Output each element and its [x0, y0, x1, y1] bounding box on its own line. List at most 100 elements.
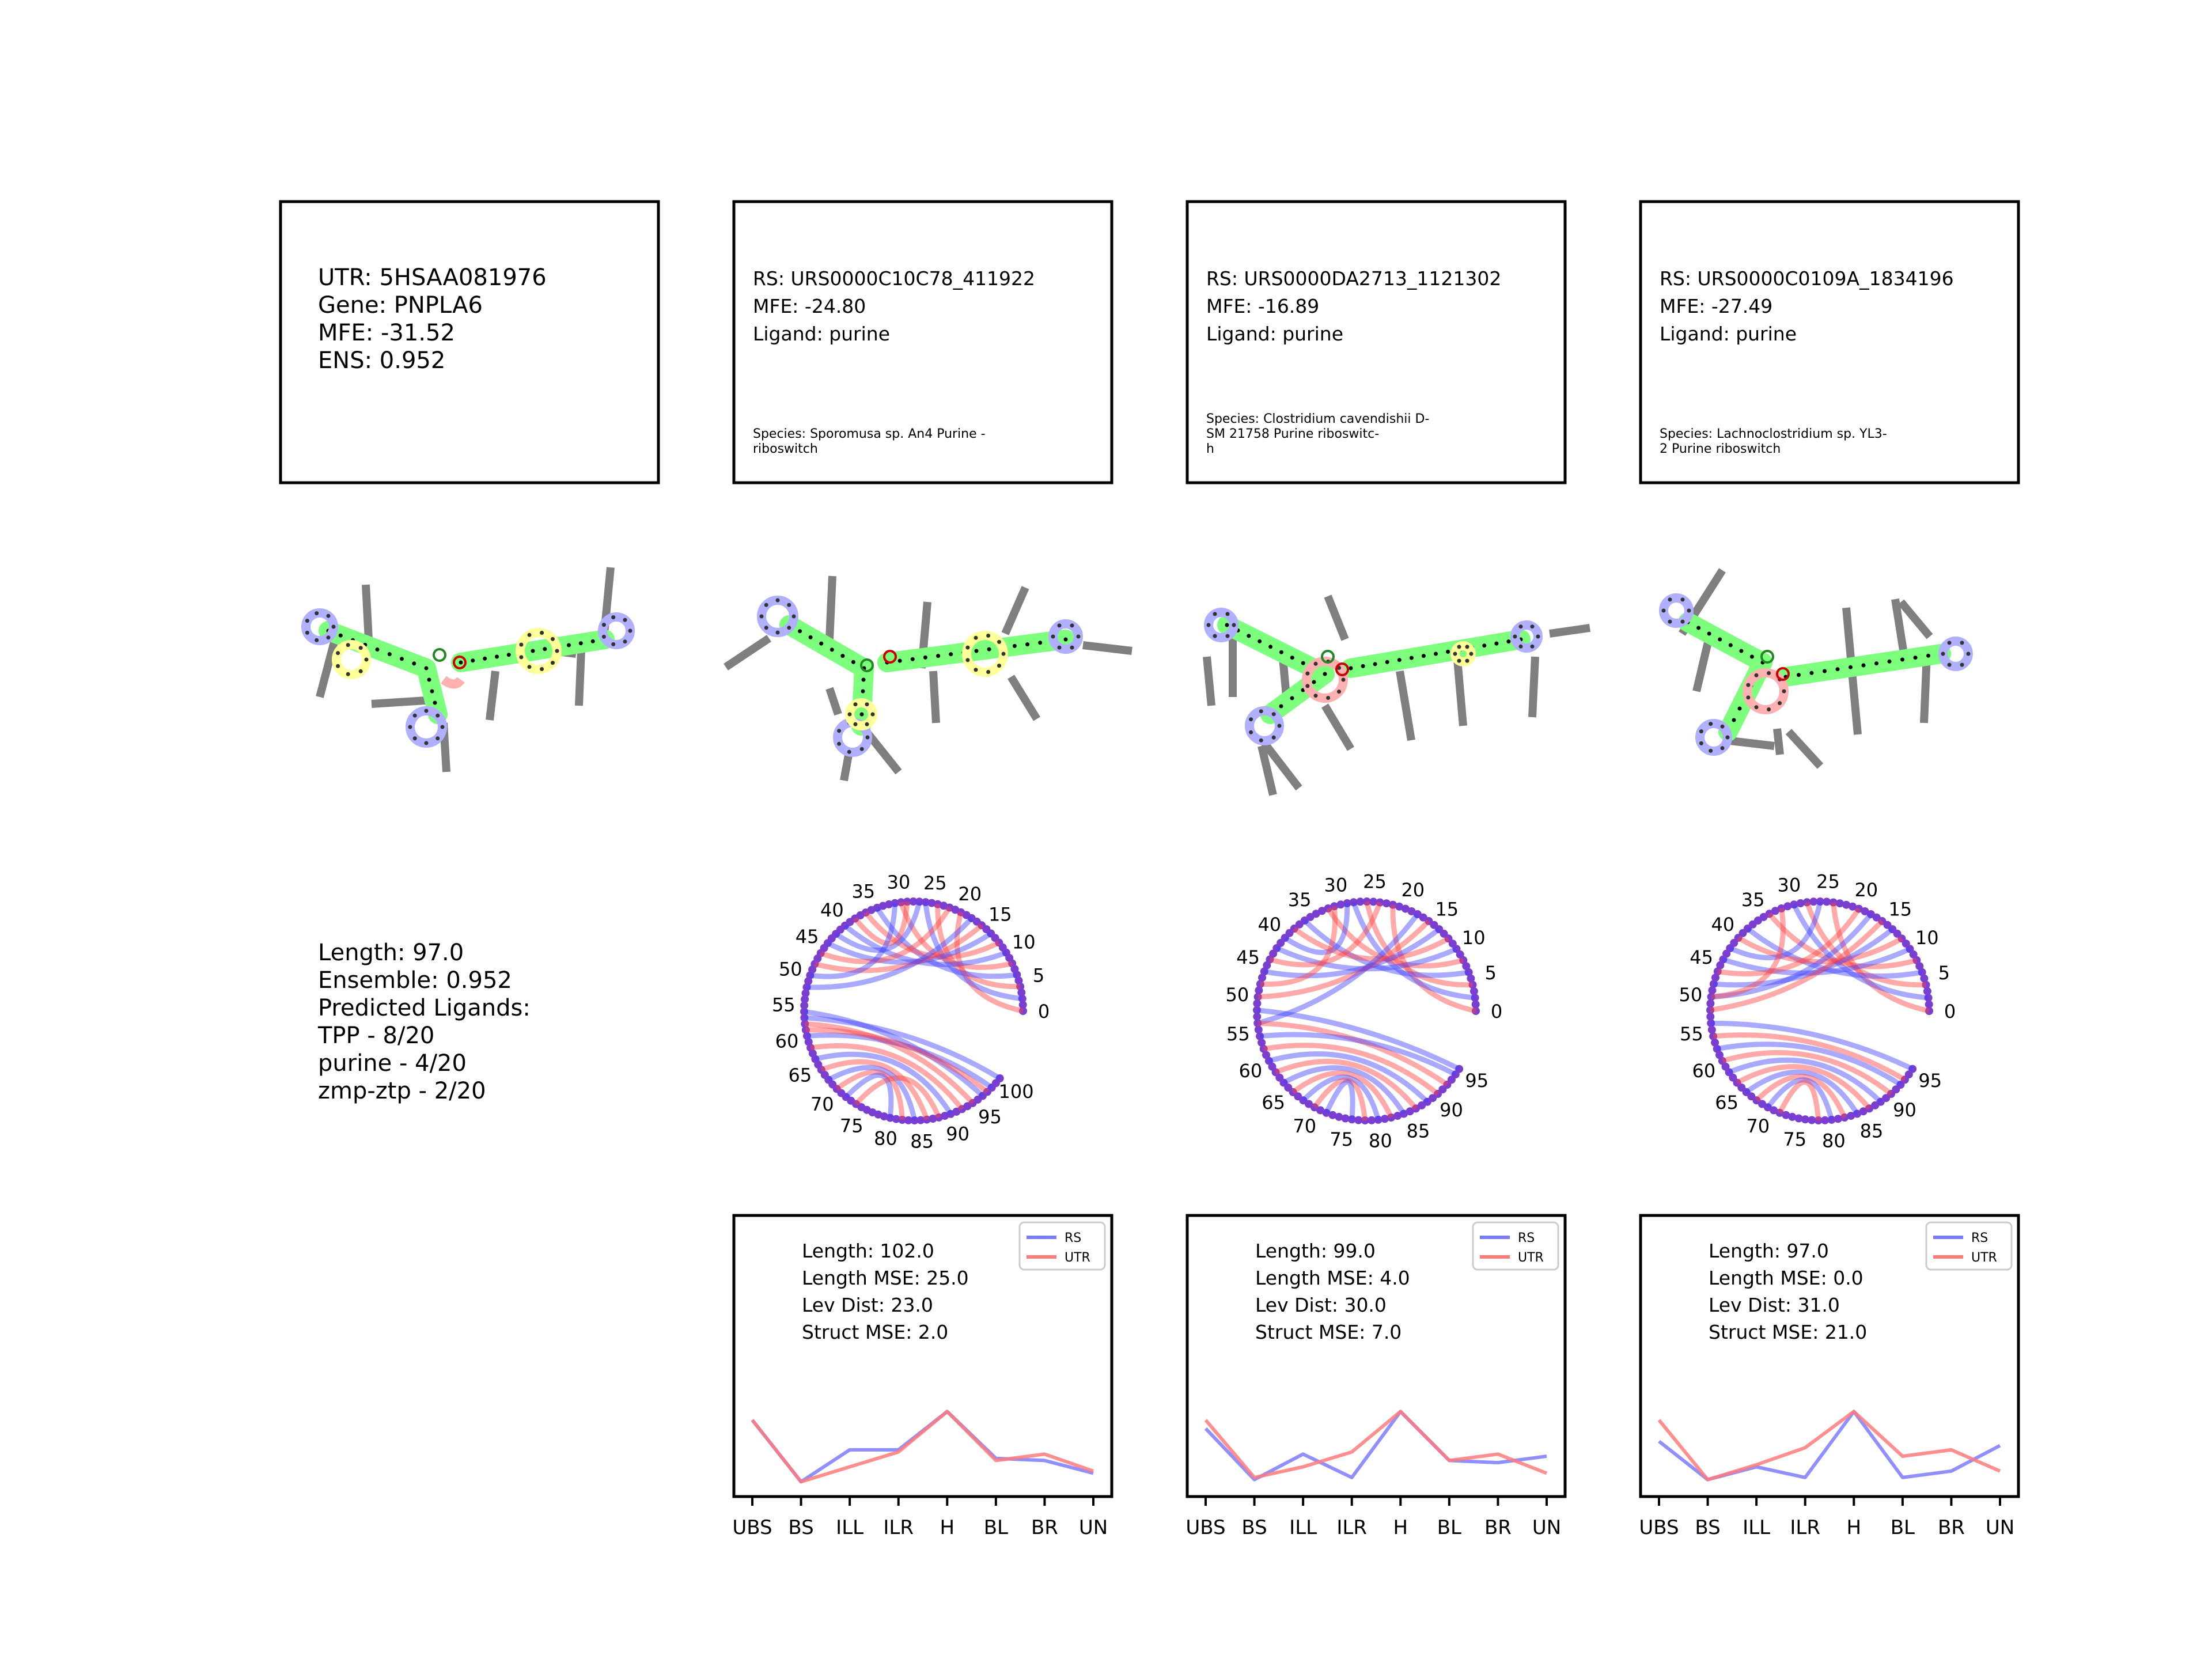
rs-id: RS: URS0000C0109A_1834196: [1660, 267, 1954, 290]
nucleotide: [519, 655, 524, 660]
nucleotide: [1290, 696, 1294, 700]
rs-species-line: SM 21758 Purine riboswitc-: [1206, 427, 1379, 441]
nucleotide: [519, 642, 524, 647]
nucleotide-dot: [1324, 904, 1332, 912]
nucleotide-dot: [898, 1116, 907, 1124]
nucleotide-dot: [1923, 987, 1931, 995]
arc-position-label: 70: [1293, 1115, 1316, 1137]
nucleotide: [326, 613, 331, 618]
nucleotide: [1313, 694, 1318, 698]
nucleotide: [1661, 608, 1666, 613]
rs-ligand: Ligand: purine: [1206, 323, 1343, 345]
nucleotide: [1720, 746, 1725, 751]
nucleotide-dot: [1708, 986, 1717, 995]
nucleotide: [338, 633, 343, 638]
nucleotide-dot: [916, 1116, 925, 1124]
arc-position-label: 55: [772, 994, 796, 1016]
chart-annotation: Length: 97.0: [1709, 1240, 1829, 1262]
nucleotide: [965, 645, 970, 650]
nucleotide: [1960, 641, 1964, 645]
nucleotide-dot: [1809, 897, 1818, 906]
chart-annotation: Struct MSE: 21.0: [1709, 1321, 1867, 1343]
arc-position-label: 50: [1226, 984, 1249, 1006]
nucleotide: [1482, 643, 1487, 648]
nucleotide-dot: [1922, 980, 1930, 989]
reactivity-bar: [724, 635, 771, 671]
nucleotide: [315, 638, 319, 642]
nucleotide-dot: [1407, 907, 1416, 915]
nucleotide: [974, 649, 979, 653]
rs-species-line: Species: Clostridium cavendishii D-: [1206, 412, 1429, 426]
nucleotide: [775, 598, 780, 603]
base-pair-chord: [1324, 1079, 1355, 1120]
arc-position-label: 35: [851, 881, 875, 903]
nucleotide: [837, 729, 842, 733]
series-line-utr: [1204, 1410, 1548, 1479]
nucleotide: [1699, 729, 1703, 734]
nucleotide: [1797, 673, 1801, 677]
nucleotide: [1530, 624, 1535, 629]
nucleotide-dot: [1256, 1032, 1264, 1040]
base-pair-chord: [1713, 1032, 1907, 1082]
nucleotide: [412, 736, 417, 741]
nucleotide: [459, 660, 463, 665]
base-pair-chord: [820, 906, 952, 964]
base-pair-chord: [1711, 908, 1786, 1000]
nucleotide: [865, 735, 870, 740]
nucleotide: [808, 635, 813, 639]
arc-position-label: 90: [1440, 1099, 1463, 1121]
stem-region: [779, 615, 874, 678]
nucleotide: [424, 741, 429, 745]
arc-position-label: 95: [1465, 1070, 1488, 1092]
nucleotide: [1465, 645, 1469, 649]
reactivity-bar: [362, 584, 373, 640]
arc-position-label: 35: [1741, 889, 1765, 911]
nucleotide-dot: [1389, 900, 1397, 909]
nucleotide: [1279, 704, 1283, 709]
nucleotide: [1349, 666, 1353, 671]
nucleotide: [1874, 661, 1878, 666]
nucleotide-dot: [904, 1116, 912, 1124]
base-pair-chord: [1711, 1020, 1914, 1071]
chart-frame: [1185, 1214, 1567, 1498]
arc-position-label: 25: [923, 872, 947, 894]
rs-mfe: MFE: -16.89: [1206, 295, 1319, 317]
nucleotide: [387, 652, 392, 657]
nucleotide: [1947, 662, 1952, 667]
nucleotide-dot: [1258, 974, 1266, 982]
rs-ligand: Ligand: purine: [1660, 323, 1797, 345]
reactivity-bar: [1528, 656, 1539, 718]
nucleotide: [540, 631, 544, 635]
nucleotide-dot: [1380, 1115, 1389, 1123]
reactivity-bar: [1001, 586, 1029, 635]
nucleotide: [1530, 644, 1535, 649]
arc-position-label: 80: [1822, 1130, 1846, 1152]
nucleotide: [1887, 659, 1892, 664]
utr-info-panel: UTR: 5HSAA081976 Gene: PNPLA6 MFE: -31.5…: [279, 200, 660, 484]
nucleotide: [1232, 623, 1236, 627]
nucleotide: [1739, 649, 1744, 653]
arc-position-label: 80: [874, 1128, 897, 1150]
x-tick-label: H: [1393, 1516, 1408, 1539]
x-tick-label: ILR: [1336, 1516, 1367, 1539]
utr-gene: Gene: PNPLA6: [318, 292, 483, 319]
base-pair-chord: [1791, 903, 1929, 1001]
x-tick-label: BL: [1437, 1516, 1461, 1539]
nucleotide-dot: [1823, 897, 1831, 906]
nucleotide: [543, 647, 547, 652]
nucleotide-dot: [1920, 974, 1929, 983]
nucleotide: [819, 641, 824, 646]
base-pair-chord: [1804, 901, 1926, 988]
nucleotide: [1271, 735, 1276, 740]
nucleotide: [435, 736, 440, 741]
nucleotide-dot: [1018, 994, 1027, 1003]
rs-mfe: MFE: -24.80: [753, 295, 866, 317]
nucleotide-dot: [1924, 994, 1933, 1002]
base-pair-chord: [898, 901, 1013, 970]
nucleotide-dot: [1908, 1065, 1917, 1073]
base-pair-chord: [1777, 1080, 1821, 1121]
x-tick-label: ILR: [1790, 1516, 1820, 1539]
nucleotide-dot: [1847, 1112, 1855, 1120]
arc-position-label: 65: [1262, 1092, 1285, 1113]
